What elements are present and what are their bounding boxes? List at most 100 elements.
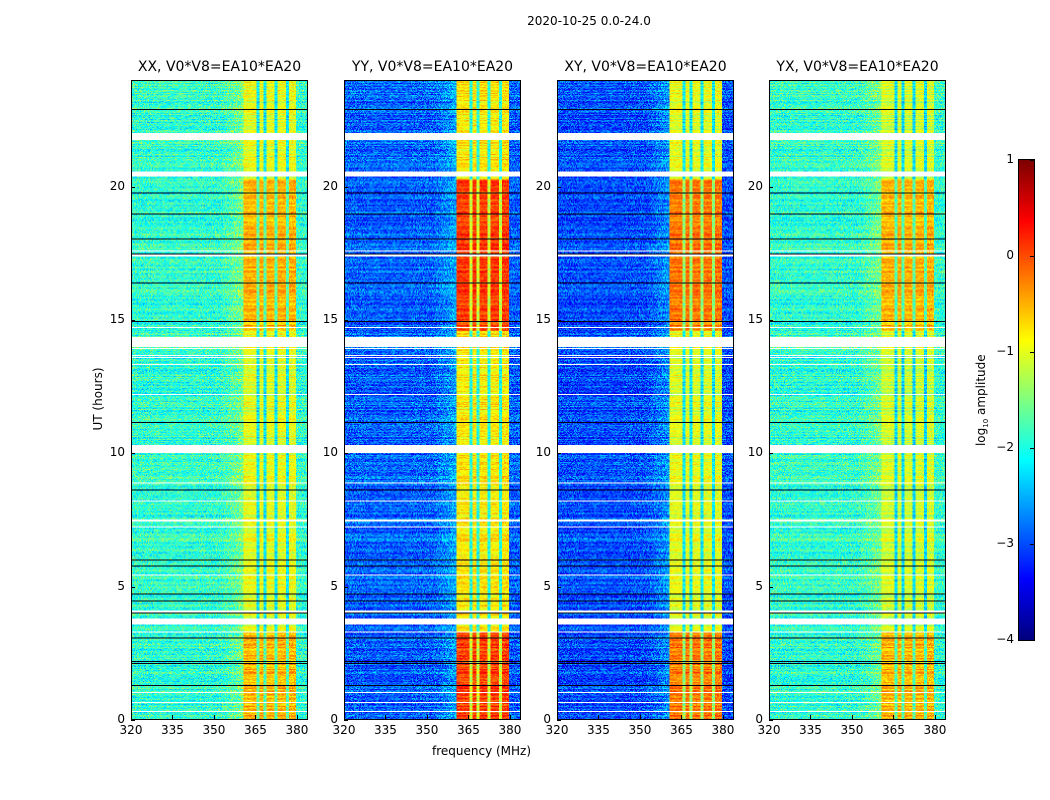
x-tick bbox=[468, 715, 470, 719]
x-tick-label: 350 bbox=[628, 723, 652, 737]
panel-title: XY, V0*V8=EA10*EA20 bbox=[564, 59, 727, 75]
x-tick-label: 335 bbox=[161, 723, 184, 737]
x-tick bbox=[639, 715, 641, 719]
x-tick-label: 365 bbox=[882, 723, 905, 737]
y-tick bbox=[769, 720, 773, 721]
y-tick bbox=[344, 586, 348, 588]
y-tick-label: 0 bbox=[117, 712, 125, 726]
spectrogram-panel bbox=[344, 80, 521, 720]
x-tick-label: 365 bbox=[670, 723, 693, 737]
y-tick bbox=[769, 453, 773, 455]
y-tick-label: 15 bbox=[322, 312, 338, 326]
y-tick-label: 15 bbox=[747, 312, 763, 326]
y-tick bbox=[557, 586, 561, 588]
x-tick-label: 335 bbox=[374, 723, 397, 737]
y-tick-label: 10 bbox=[322, 445, 338, 460]
x-tick-label: 365 bbox=[244, 723, 267, 737]
colorbar-tick-label: −1 bbox=[996, 344, 1014, 358]
x-axis-label: frequency (MHz) bbox=[432, 744, 532, 758]
y-tick-label: 0 bbox=[755, 712, 763, 726]
y-tick bbox=[344, 453, 348, 455]
figure-title: 2020-10-25 0.0-24.0 bbox=[527, 14, 651, 28]
x-tick bbox=[810, 715, 812, 719]
y-tick-label: 15 bbox=[109, 312, 125, 326]
x-tick-label: 365 bbox=[457, 723, 480, 737]
x-tick-label: 350 bbox=[202, 723, 226, 737]
x-tick bbox=[722, 715, 724, 719]
y-tick-label: 5 bbox=[543, 578, 551, 593]
x-tick bbox=[681, 715, 683, 719]
y-tick-label: 5 bbox=[330, 578, 338, 593]
colorbar-tick bbox=[1030, 640, 1034, 641]
x-tick bbox=[426, 715, 428, 719]
y-tick-label: 15 bbox=[535, 312, 551, 326]
x-tick bbox=[255, 715, 257, 719]
spectrogram-panel bbox=[131, 80, 308, 720]
colorbar-tick bbox=[1030, 544, 1034, 545]
x-tick-label: 380 bbox=[498, 723, 522, 737]
y-tick bbox=[131, 586, 135, 588]
colorbar-tick-label: 1 bbox=[1006, 152, 1014, 166]
x-tick bbox=[851, 715, 853, 719]
y-tick-label: 0 bbox=[330, 712, 338, 726]
x-tick-label: 320 bbox=[545, 723, 569, 737]
x-tick bbox=[172, 715, 174, 719]
x-tick bbox=[557, 715, 558, 719]
x-tick bbox=[769, 715, 770, 719]
x-tick-label: 380 bbox=[711, 723, 735, 737]
y-tick bbox=[131, 720, 135, 721]
y-tick-label: 10 bbox=[535, 445, 551, 460]
y-tick bbox=[131, 186, 135, 188]
y-tick bbox=[344, 320, 348, 321]
x-tick bbox=[385, 715, 387, 719]
y-tick bbox=[557, 720, 561, 721]
colorbar-label: log10 amplitude bbox=[973, 354, 991, 447]
spectrogram-panel bbox=[557, 80, 734, 720]
y-tick bbox=[769, 586, 773, 588]
y-tick bbox=[557, 186, 561, 188]
x-tick bbox=[893, 715, 895, 719]
y-tick bbox=[557, 320, 561, 321]
y-tick-label: 10 bbox=[109, 445, 125, 460]
x-tick-label: 335 bbox=[799, 723, 822, 737]
x-tick bbox=[213, 715, 215, 719]
spectrogram-image bbox=[770, 81, 945, 719]
y-tick-label: 20 bbox=[322, 178, 338, 193]
panel-title: YX, V0*V8=EA10*EA20 bbox=[776, 59, 939, 75]
spectrogram-panel bbox=[769, 80, 946, 720]
y-tick-label: 10 bbox=[747, 445, 763, 460]
y-tick bbox=[344, 720, 348, 721]
colorbar-tick bbox=[1030, 256, 1034, 257]
y-axis-label: UT (hours) bbox=[91, 367, 105, 431]
y-tick-label: 5 bbox=[117, 578, 125, 593]
y-tick-label: 20 bbox=[747, 178, 763, 193]
x-tick-label: 335 bbox=[587, 723, 610, 737]
x-tick bbox=[344, 715, 345, 719]
y-tick bbox=[344, 186, 348, 188]
colorbar-tick bbox=[1030, 352, 1034, 353]
y-tick-label: 5 bbox=[755, 578, 763, 593]
y-tick-label: 0 bbox=[543, 712, 551, 726]
colorbar-tick bbox=[1030, 160, 1034, 161]
x-tick bbox=[509, 715, 511, 719]
y-tick bbox=[131, 320, 135, 321]
x-tick-label: 320 bbox=[757, 723, 781, 737]
x-tick bbox=[296, 715, 298, 719]
x-tick bbox=[131, 715, 132, 719]
x-tick-label: 380 bbox=[923, 723, 947, 737]
colorbar-tick-label: −3 bbox=[996, 536, 1014, 550]
y-tick-label: 20 bbox=[535, 178, 551, 193]
panel-title: YY, V0*V8=EA10*EA20 bbox=[351, 59, 514, 75]
colorbar-tick-label: −4 bbox=[996, 632, 1014, 646]
x-tick-label: 350 bbox=[840, 723, 864, 737]
colorbar-tick-label: −2 bbox=[996, 440, 1014, 454]
x-tick-label: 320 bbox=[119, 723, 143, 737]
colorbar bbox=[1018, 159, 1035, 641]
spectrogram-image bbox=[345, 81, 520, 719]
x-tick bbox=[934, 715, 936, 719]
y-tick bbox=[769, 320, 773, 321]
x-tick-label: 320 bbox=[332, 723, 356, 737]
y-tick bbox=[557, 453, 561, 455]
x-tick bbox=[598, 715, 600, 719]
